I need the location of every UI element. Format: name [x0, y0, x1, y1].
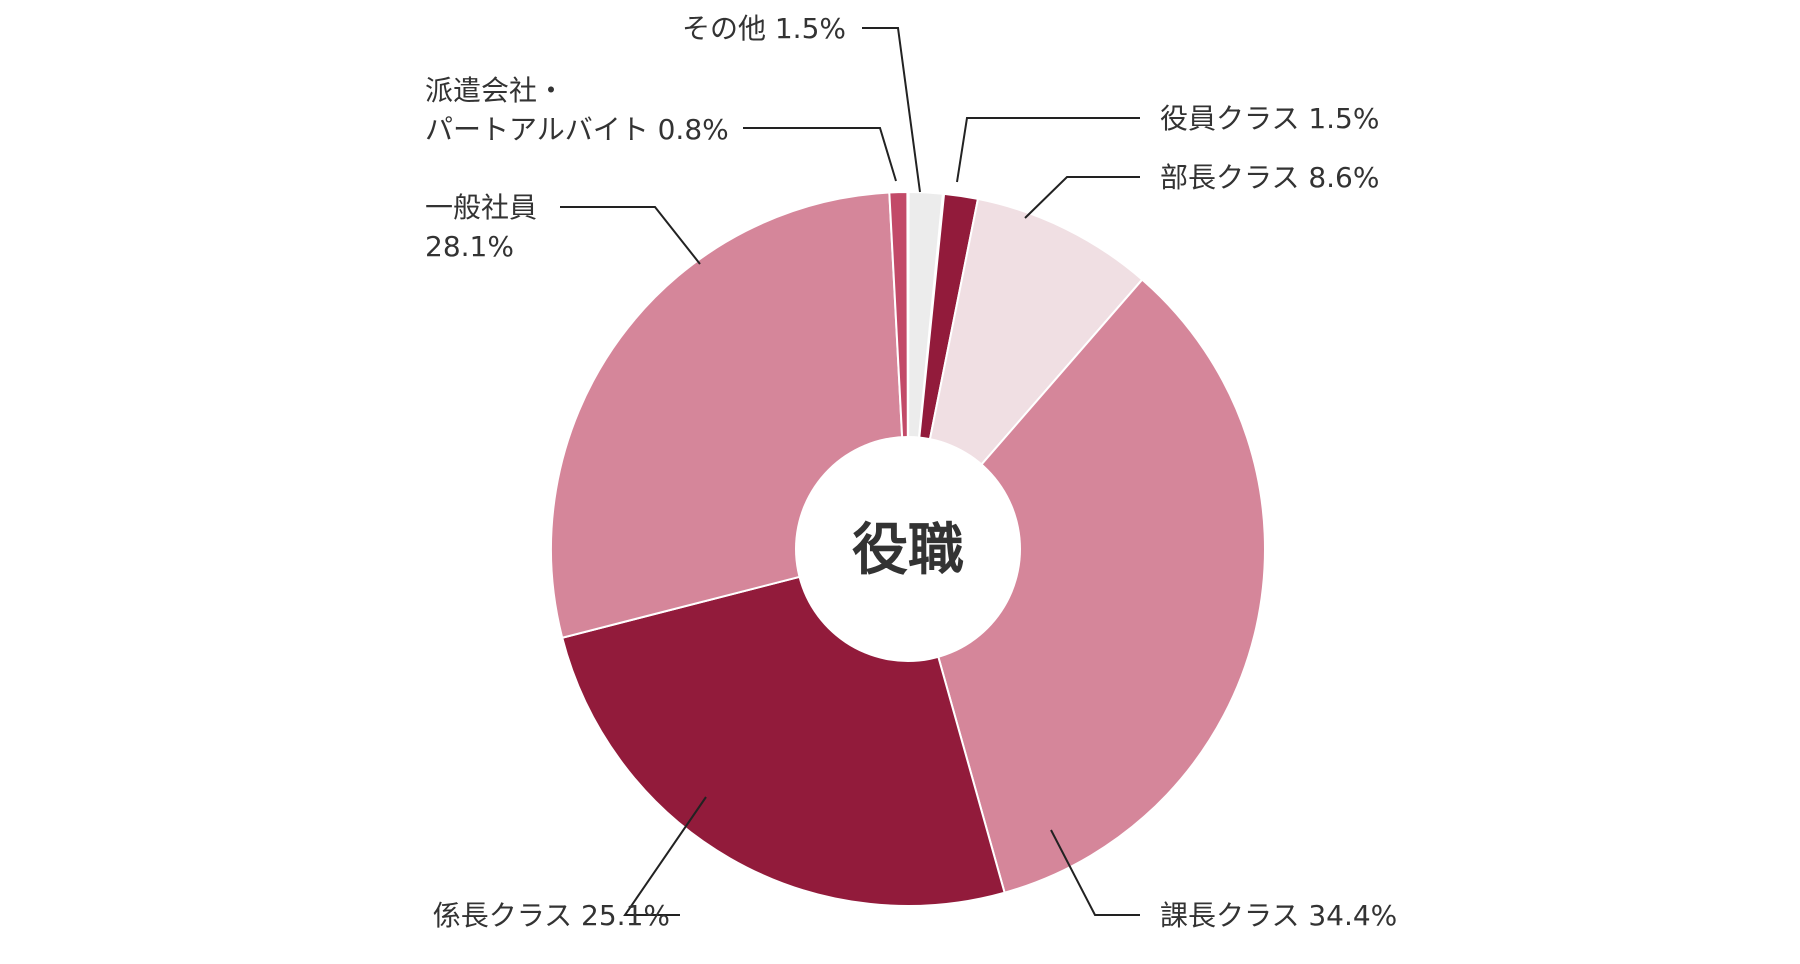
- slice-label-0-line-0: 役員クラス 1.5%: [1160, 102, 1379, 135]
- slice-label-5-line-0: 派遣会社・: [425, 74, 565, 107]
- slice-label-4-line-1: 28.1%: [425, 230, 514, 263]
- leader-line-1: [1024, 176, 1140, 219]
- slice-label-1-line-0: 部長クラス 8.6%: [1160, 161, 1379, 194]
- leader-line-4: [560, 206, 701, 265]
- slice-label-5-line-1: パートアルバイト 0.8%: [425, 113, 729, 146]
- slice-label-6-line-0: その他 1.5%: [682, 12, 846, 45]
- leader-line-3: [623, 796, 707, 916]
- pie-slice-2: [906, 278, 1266, 894]
- leader-line-2: [1050, 829, 1140, 916]
- slice-label-3-line-0: 係長クラス 25.1%: [433, 899, 670, 932]
- slice-labels: 役員クラス 1.5% 部長クラス 8.6% 課長クラス 34.4% 係長クラス 25.…: [425, 12, 1397, 932]
- center-label: 役職: [852, 518, 964, 583]
- slice-label-4-line-0: 一般社員: [425, 191, 537, 224]
- slice-label-2-line-0: 課長クラス 34.4%: [1160, 899, 1397, 932]
- donut-hole: [795, 436, 1021, 662]
- leader-line-5: [743, 127, 897, 182]
- leader-line-6: [862, 27, 921, 193]
- leader-lines: [560, 27, 1140, 916]
- leader-line-0: [956, 117, 1140, 183]
